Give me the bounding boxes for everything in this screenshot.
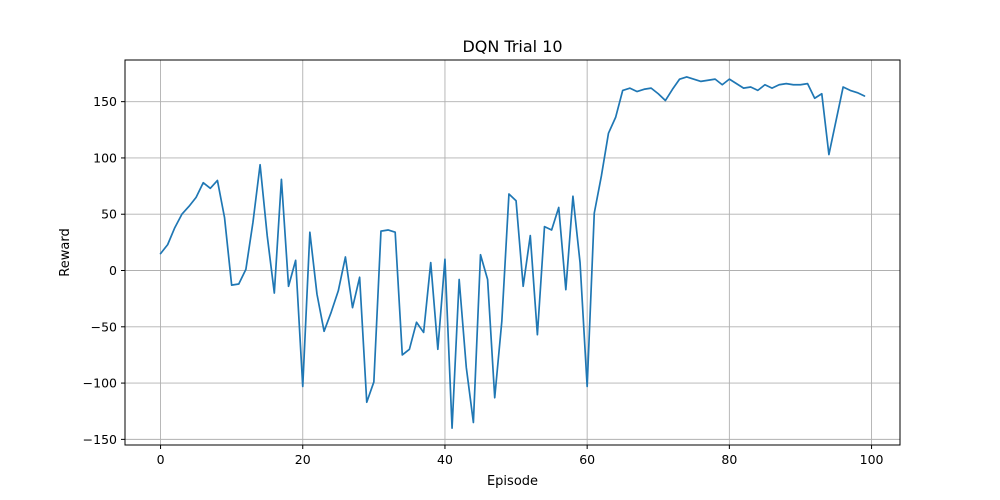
y-tick-label: −150 [83,432,117,447]
x-tick-label: 60 [579,452,595,467]
x-tick-label: 20 [295,452,311,467]
y-tick-label: −50 [91,319,117,334]
y-axis-ticks: −150 −100 −50 0 50 100 150 [83,94,125,447]
y-tick-label: 50 [101,207,117,222]
x-axis-label: Episode [487,474,538,489]
series-layer [159,76,866,429]
x-axis-ticks: 0 20 40 60 80 100 [157,445,884,467]
chart-title: DQN Trial 10 [462,37,562,56]
grid [125,60,900,445]
y-tick-label: −100 [83,376,117,391]
x-tick-label: 0 [157,452,165,467]
series-line [159,76,866,429]
y-tick-label: 100 [93,150,117,165]
x-tick-label: 40 [437,452,453,467]
y-tick-label: 0 [109,263,117,278]
y-axis-label: Reward [58,228,73,276]
y-tick-label: 150 [93,94,117,109]
plot-frame [124,59,901,446]
x-tick-label: 100 [860,452,884,467]
x-tick-label: 80 [721,452,737,467]
